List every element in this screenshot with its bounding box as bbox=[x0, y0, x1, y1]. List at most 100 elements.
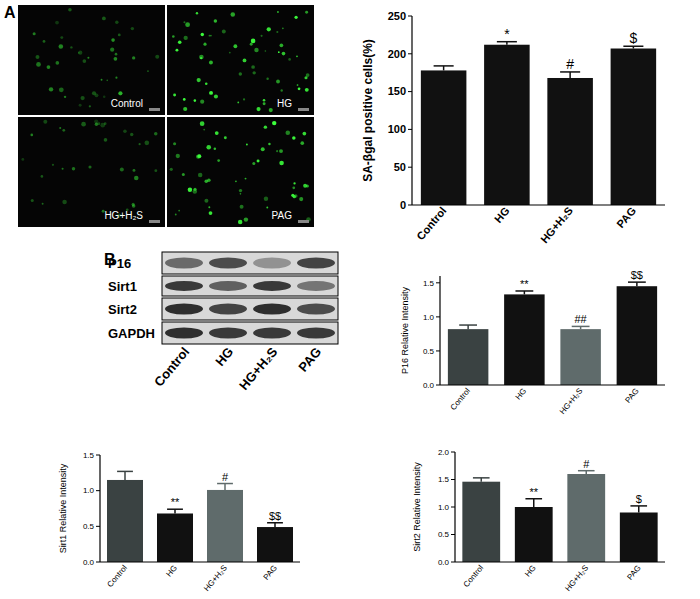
y-tick-label: 0.0 bbox=[438, 558, 450, 567]
stained-cell bbox=[257, 160, 260, 163]
bar bbox=[504, 294, 545, 385]
marks bbox=[107, 471, 293, 562]
stained-cell bbox=[62, 200, 67, 205]
error-cap bbox=[578, 470, 595, 472]
y-tick-label: 1.5 bbox=[83, 451, 95, 460]
x-axis bbox=[440, 384, 665, 385]
error-stem bbox=[638, 506, 640, 513]
stained-cell bbox=[132, 204, 136, 208]
stained-cell bbox=[245, 178, 247, 180]
stained-cell bbox=[42, 203, 44, 205]
stained-cell bbox=[279, 161, 284, 166]
y-tick-label: 1.0 bbox=[438, 503, 450, 512]
x-tick-label: HG+H₂S bbox=[563, 564, 590, 593]
y-tick-label: 0.0 bbox=[423, 381, 435, 390]
x-tick-label: PAG bbox=[623, 387, 640, 405]
stained-cell bbox=[118, 91, 122, 95]
stained-cell bbox=[217, 159, 220, 162]
stained-cell bbox=[276, 150, 278, 152]
error-cap bbox=[217, 483, 233, 485]
stained-cell bbox=[235, 181, 237, 183]
panel-label: A bbox=[4, 4, 16, 21]
stained-cell bbox=[288, 58, 291, 61]
stained-cell bbox=[104, 138, 108, 142]
error-stem bbox=[533, 499, 535, 507]
stained-cell bbox=[62, 168, 64, 170]
y-axis-label: SA-βgal positive cells(%) bbox=[361, 39, 375, 182]
blot-strip bbox=[162, 252, 338, 274]
stained-cell bbox=[55, 21, 59, 25]
stained-cell bbox=[62, 129, 65, 132]
bar bbox=[547, 78, 593, 205]
stained-cell bbox=[222, 30, 226, 34]
stained-cell bbox=[239, 72, 242, 75]
stained-cell bbox=[173, 142, 176, 145]
error-bar bbox=[572, 326, 590, 329]
stained-cell bbox=[240, 193, 242, 195]
error-cap bbox=[515, 290, 533, 292]
error-bar bbox=[525, 499, 542, 507]
significance-mark: $ bbox=[629, 30, 637, 46]
blot-strip bbox=[162, 322, 338, 344]
stained-cell bbox=[286, 130, 291, 135]
stained-cell bbox=[115, 77, 117, 79]
stained-cell bbox=[292, 136, 296, 140]
western-blot: P16Sirt1Sirt2GAPDHControlHGHG+H₂SPAG bbox=[108, 252, 338, 393]
blot-band bbox=[209, 281, 247, 291]
blot-band bbox=[297, 281, 335, 291]
x-tick-label: PAG bbox=[625, 564, 642, 582]
stained-cell bbox=[294, 16, 297, 19]
stained-cell bbox=[282, 52, 286, 56]
micrograph-background bbox=[18, 5, 165, 115]
stained-cell bbox=[264, 125, 267, 128]
stained-cell bbox=[114, 57, 118, 61]
stained-cell bbox=[231, 12, 236, 17]
stained-cell bbox=[182, 173, 185, 176]
bar bbox=[462, 482, 500, 562]
stained-cell bbox=[178, 40, 182, 44]
stained-cell bbox=[131, 27, 134, 30]
error-cap bbox=[167, 508, 183, 510]
stained-cell bbox=[197, 78, 201, 82]
stained-cell bbox=[47, 65, 51, 69]
stained-cell bbox=[251, 65, 255, 69]
y-axis bbox=[454, 452, 455, 562]
blot-strip bbox=[162, 276, 338, 296]
y-tick-label: 50 bbox=[394, 161, 406, 173]
error-stem bbox=[124, 471, 126, 480]
stained-cell bbox=[70, 46, 72, 48]
blot-band bbox=[253, 258, 291, 269]
blot-band bbox=[253, 328, 291, 339]
stained-cell bbox=[264, 196, 268, 200]
stained-cell bbox=[196, 12, 198, 14]
stained-cell bbox=[175, 214, 177, 216]
error-cap bbox=[628, 281, 646, 283]
stained-cell bbox=[239, 189, 242, 192]
stained-cell bbox=[252, 162, 255, 165]
stained-cell bbox=[250, 43, 253, 46]
stained-cell bbox=[104, 122, 107, 125]
significance-mark: $$ bbox=[269, 510, 281, 522]
bar bbox=[620, 513, 658, 563]
stained-cell bbox=[30, 134, 33, 137]
stained-cell bbox=[110, 48, 114, 52]
significance-mark: # bbox=[583, 458, 590, 470]
blot-band bbox=[209, 304, 247, 315]
stained-cell bbox=[256, 107, 260, 111]
stained-cell bbox=[175, 49, 178, 52]
x-tick-label: HG bbox=[514, 387, 529, 402]
micrograph: HG+H₂S bbox=[18, 117, 165, 227]
bar bbox=[611, 49, 657, 205]
stained-cell bbox=[78, 51, 82, 55]
stained-cell bbox=[21, 158, 24, 161]
stained-cell bbox=[103, 95, 106, 98]
error-cap bbox=[117, 471, 133, 473]
stained-cell bbox=[306, 73, 310, 77]
significance-mark: # bbox=[566, 56, 574, 72]
y-axis-label: Sirt2 Relative Intensity bbox=[412, 462, 422, 552]
bar-chart: 0.00.51.01.52.0**#$ControlHGHG+H₂SPAGSir… bbox=[412, 448, 665, 593]
blot-row-label: P16 bbox=[108, 256, 131, 271]
stained-cell bbox=[254, 48, 258, 52]
error-bar bbox=[167, 509, 183, 513]
y-axis bbox=[411, 16, 412, 205]
